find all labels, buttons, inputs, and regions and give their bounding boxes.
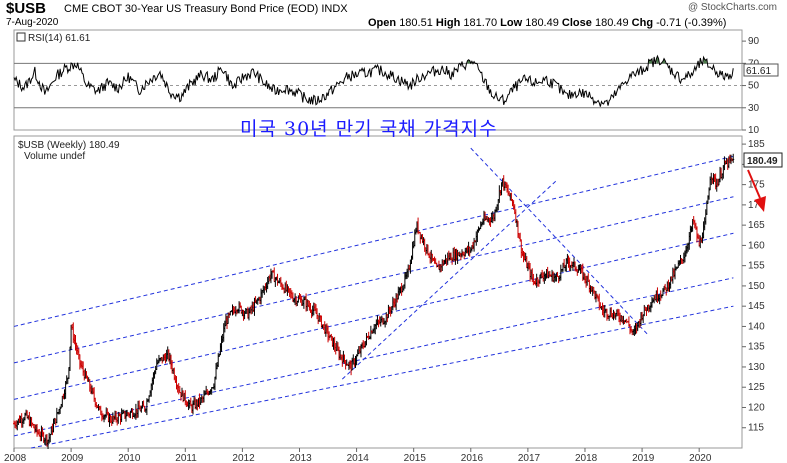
open-label: Open xyxy=(368,17,397,29)
open-value: 180.51 xyxy=(399,17,433,29)
ohlc-readout: Open 180.51 High 181.70 Low 180.49 Close… xyxy=(368,17,726,29)
symbol-title: $USB xyxy=(6,0,47,17)
y-tick-label: 175 xyxy=(748,180,765,191)
close-label: Close xyxy=(561,17,592,29)
rsi-tick-label: 90 xyxy=(748,36,760,47)
channel-line xyxy=(31,305,734,449)
rsi-tick-label: 30 xyxy=(748,103,760,114)
rsi-current-box-rect xyxy=(743,63,779,77)
price-current-box-rect xyxy=(743,152,783,168)
x-tick-label: 2019 xyxy=(632,453,655,463)
y-tick-label: 115 xyxy=(748,423,764,434)
x-tick-label: 2012 xyxy=(232,453,255,463)
y-tick-label: 155 xyxy=(748,261,765,272)
trend-line xyxy=(470,147,649,335)
x-tick-label: 2020 xyxy=(689,453,712,463)
y-tick-label: 145 xyxy=(748,301,765,312)
rsi-legend: RSI(14) 61.61 xyxy=(16,32,91,44)
y-tick-label: 135 xyxy=(748,342,765,353)
x-tick-label: 2015 xyxy=(404,453,427,463)
rsi-axis-ticks: 1030507090 xyxy=(742,36,760,136)
rsi-legend-swatch xyxy=(16,32,26,42)
x-axis-ticks: 2008 2009 2010 2011 2012 2013 2014 2015 2016 2017… xyxy=(4,448,712,463)
stockcharts-credit: @ StockCharts.com xyxy=(687,2,777,13)
red-down-arrow-shaft xyxy=(747,169,761,199)
price-bars-layer xyxy=(13,153,735,449)
low-label: Low xyxy=(500,17,523,29)
x-tick-label: 2009 xyxy=(61,453,84,463)
red-down-arrow-icon xyxy=(747,169,766,212)
x-tick-label: 2010 xyxy=(118,453,141,463)
rsi-tick-label: 50 xyxy=(748,81,760,92)
rsi-tick-label: 10 xyxy=(748,125,760,136)
y-tick-label: 120 xyxy=(748,402,765,413)
volume-label: Volume undef xyxy=(24,151,85,162)
x-tick-label: 2008 xyxy=(4,453,27,463)
channel-lines xyxy=(13,147,734,449)
x-tick-label: 2018 xyxy=(575,453,598,463)
rsi-current-value: 61.61 xyxy=(746,66,771,77)
y-tick-label: 160 xyxy=(748,240,765,251)
channel-line xyxy=(13,155,734,327)
chg-value: -0.71 (-0.39%) xyxy=(656,17,727,29)
x-tick-label: 2013 xyxy=(289,453,312,463)
rsi-line-layer xyxy=(13,54,734,107)
y-tick-label: 170 xyxy=(748,200,765,211)
price-panel-frame xyxy=(13,135,743,449)
low-value: 180.49 xyxy=(525,17,559,29)
y-tick-label: 125 xyxy=(748,382,765,393)
x-tick-label: 2014 xyxy=(347,453,370,463)
high-value: 181.70 xyxy=(463,17,498,29)
y-tick-label: 185 xyxy=(748,139,765,150)
y-tick-label: 150 xyxy=(748,281,765,292)
price-legend-label: $USB (Weekly) 180.49 xyxy=(18,140,120,151)
red-down-arrow-head xyxy=(754,196,766,212)
y-tick-label: 130 xyxy=(748,362,765,373)
rsi-current-box: 61.61 xyxy=(743,63,779,77)
high-label: High xyxy=(435,17,461,29)
rsi-label: RSI(14) 61.61 xyxy=(28,33,91,44)
y-tick-label: 165 xyxy=(748,220,765,231)
chart-date: 7-Aug-2020 xyxy=(6,17,59,28)
close-value: 180.49 xyxy=(594,17,629,29)
annotation-title: 미국 30년 만기 국채 가격지수 xyxy=(240,118,498,140)
price-current-box: 180.49 xyxy=(743,152,783,168)
price-current-value: 180.49 xyxy=(747,156,778,167)
symbol-name: CME CBOT 30-Year US Treasury Bond Price … xyxy=(64,3,348,15)
x-tick-label: 2017 xyxy=(518,453,541,463)
rsi-panel-frame xyxy=(13,29,743,131)
price-legend: $USB (Weekly) 180.49 Volume undef xyxy=(18,140,120,162)
chg-label: Chg xyxy=(631,17,654,29)
x-tick-label: 2016 xyxy=(461,453,484,463)
channel-line xyxy=(13,277,734,437)
x-tick-label: 2011 xyxy=(175,453,197,463)
rsi-line xyxy=(13,54,734,107)
y-tick-label: 140 xyxy=(748,321,765,332)
